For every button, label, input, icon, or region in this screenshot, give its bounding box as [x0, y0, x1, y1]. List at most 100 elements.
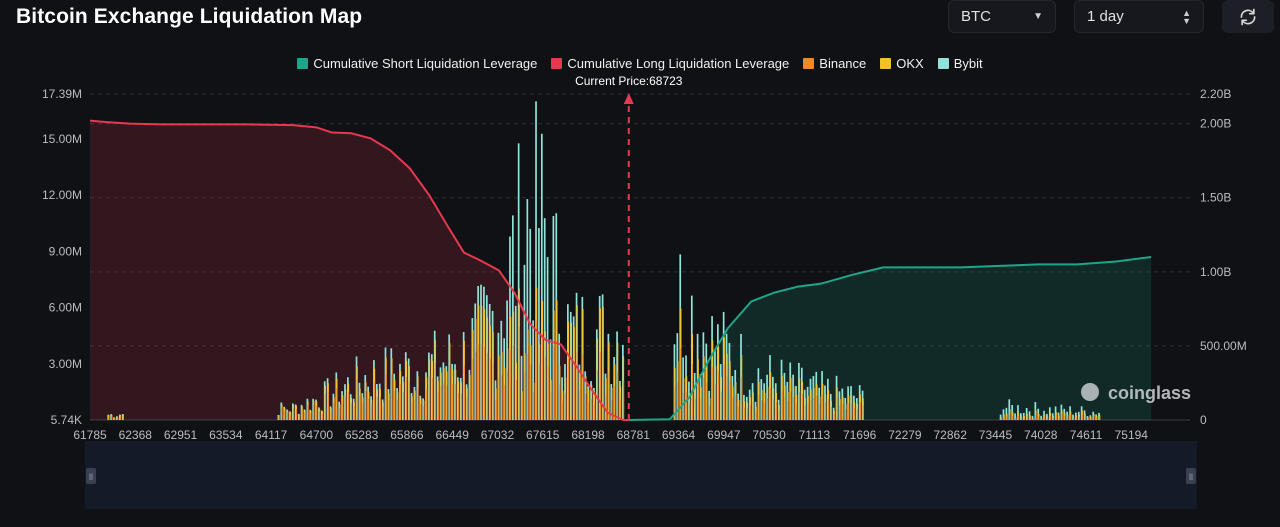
bybit-bar [575, 292, 578, 420]
chart-legend: Cumulative Short Liquidation Leverage Cu… [0, 56, 1280, 71]
okx-bar [364, 382, 367, 420]
binance-bar [388, 400, 390, 420]
bybit-bar [564, 364, 566, 420]
bybit-bar [806, 386, 809, 420]
okx-bar [1040, 417, 1043, 420]
range-select[interactable]: 1 day ▲ ▼ [1074, 0, 1204, 33]
bybit-bar [1005, 407, 1008, 420]
okx-bar [1078, 414, 1081, 420]
x-tick-label: 71113 [799, 428, 831, 442]
binance-bar [423, 406, 425, 420]
okx-bar [847, 395, 850, 420]
legend-item-long[interactable]: Cumulative Long Liquidation Leverage [551, 56, 789, 71]
binance-bar [536, 320, 538, 420]
binance-bar [443, 383, 445, 420]
okx-bar [391, 358, 393, 420]
binance-bar [694, 398, 696, 420]
legend-label: Cumulative Long Liquidation Leverage [567, 56, 790, 71]
okx-bar [417, 376, 419, 420]
okx-bar [347, 383, 350, 420]
bybit-bar [569, 311, 572, 420]
bybit-bar [832, 407, 835, 420]
bybit-bar [428, 352, 430, 420]
binance-bar [1052, 417, 1054, 420]
binance-bar [703, 378, 705, 420]
symbol-select-value: BTC [961, 8, 991, 25]
x-tick-label: 74611 [1070, 428, 1103, 442]
binance-bar [452, 384, 454, 420]
cumulative-areas [90, 120, 1152, 420]
binance-bar [1093, 415, 1095, 420]
bybit-bar [803, 389, 806, 420]
bybit-bar [737, 393, 739, 420]
range-slider[interactable]: ll ll [85, 441, 1197, 509]
bybit-bar [1051, 413, 1054, 420]
okx-bar [315, 401, 318, 420]
okx-bar [1009, 409, 1011, 420]
binance-bar [781, 390, 783, 420]
binance-bar [426, 389, 428, 420]
y-left-tick-label: 5.74K [51, 413, 82, 427]
bybit-bar [118, 414, 121, 420]
bybit-bar [367, 386, 369, 420]
binance-bar [720, 391, 723, 420]
bybit-bar [413, 386, 416, 420]
bybit-bar [439, 367, 442, 420]
binance-bar [700, 398, 702, 420]
binance-bar [807, 403, 809, 420]
slider-handle-left[interactable] [86, 468, 96, 484]
binance-bar [1061, 414, 1063, 420]
okx-bar [1046, 416, 1049, 420]
bybit-bar [535, 101, 537, 421]
legend-item-binance[interactable]: Binance [803, 56, 866, 71]
binance-bar [1081, 413, 1083, 420]
slider-track[interactable] [85, 441, 1197, 509]
bybit-bar [858, 385, 861, 420]
slider-handle-right[interactable] [1186, 468, 1196, 484]
binance-bar [1032, 418, 1034, 420]
okx-bar [457, 381, 460, 420]
bybit-bar [734, 370, 737, 420]
binance-bar [614, 385, 616, 420]
bybit-bar [526, 199, 529, 420]
okx-bar [535, 287, 538, 420]
binance-bar [324, 393, 326, 420]
okx-bar [720, 377, 723, 420]
okx-bar [301, 406, 303, 420]
okx-bar [761, 389, 763, 420]
binance-bar [761, 400, 763, 420]
bybit-bar [1040, 415, 1042, 420]
okx-bar [1075, 415, 1078, 420]
bybit-bar [422, 398, 424, 420]
bybit-bar [1017, 405, 1019, 420]
binance-bar [559, 384, 561, 420]
bybit-bar [751, 383, 754, 420]
legend-item-bybit[interactable]: Bybit [937, 56, 983, 71]
binance-bar [1090, 417, 1092, 420]
bybit-bar [306, 398, 309, 420]
bybit-bar [690, 295, 693, 420]
x-tick-label: 65866 [390, 428, 424, 442]
okx-bar [685, 376, 688, 420]
bybit-bar [800, 367, 803, 420]
bybit-bar [1028, 411, 1031, 420]
bybit-bar [520, 355, 523, 420]
legend-item-okx[interactable]: OKX [880, 56, 924, 71]
bybit-bar [1034, 401, 1037, 420]
bybit-bar [315, 399, 317, 420]
symbol-select[interactable]: BTC ▼ [948, 0, 1056, 33]
binance-bar [1026, 416, 1028, 420]
bybit-bar [619, 380, 621, 420]
refresh-button[interactable] [1222, 0, 1274, 33]
bybit-bar [757, 368, 760, 420]
bybit-bar [116, 416, 118, 420]
okx-bar [333, 397, 335, 420]
legend-item-short[interactable]: Cumulative Short Liquidation Leverage [297, 56, 537, 71]
binance-bar [310, 412, 312, 420]
binance-bar [434, 362, 436, 420]
bybit-bar [283, 406, 286, 420]
okx-bar [370, 399, 373, 420]
bybit-bar [1002, 409, 1005, 420]
x-tick-label: 75194 [1115, 428, 1149, 442]
bybit-bar [448, 334, 451, 420]
